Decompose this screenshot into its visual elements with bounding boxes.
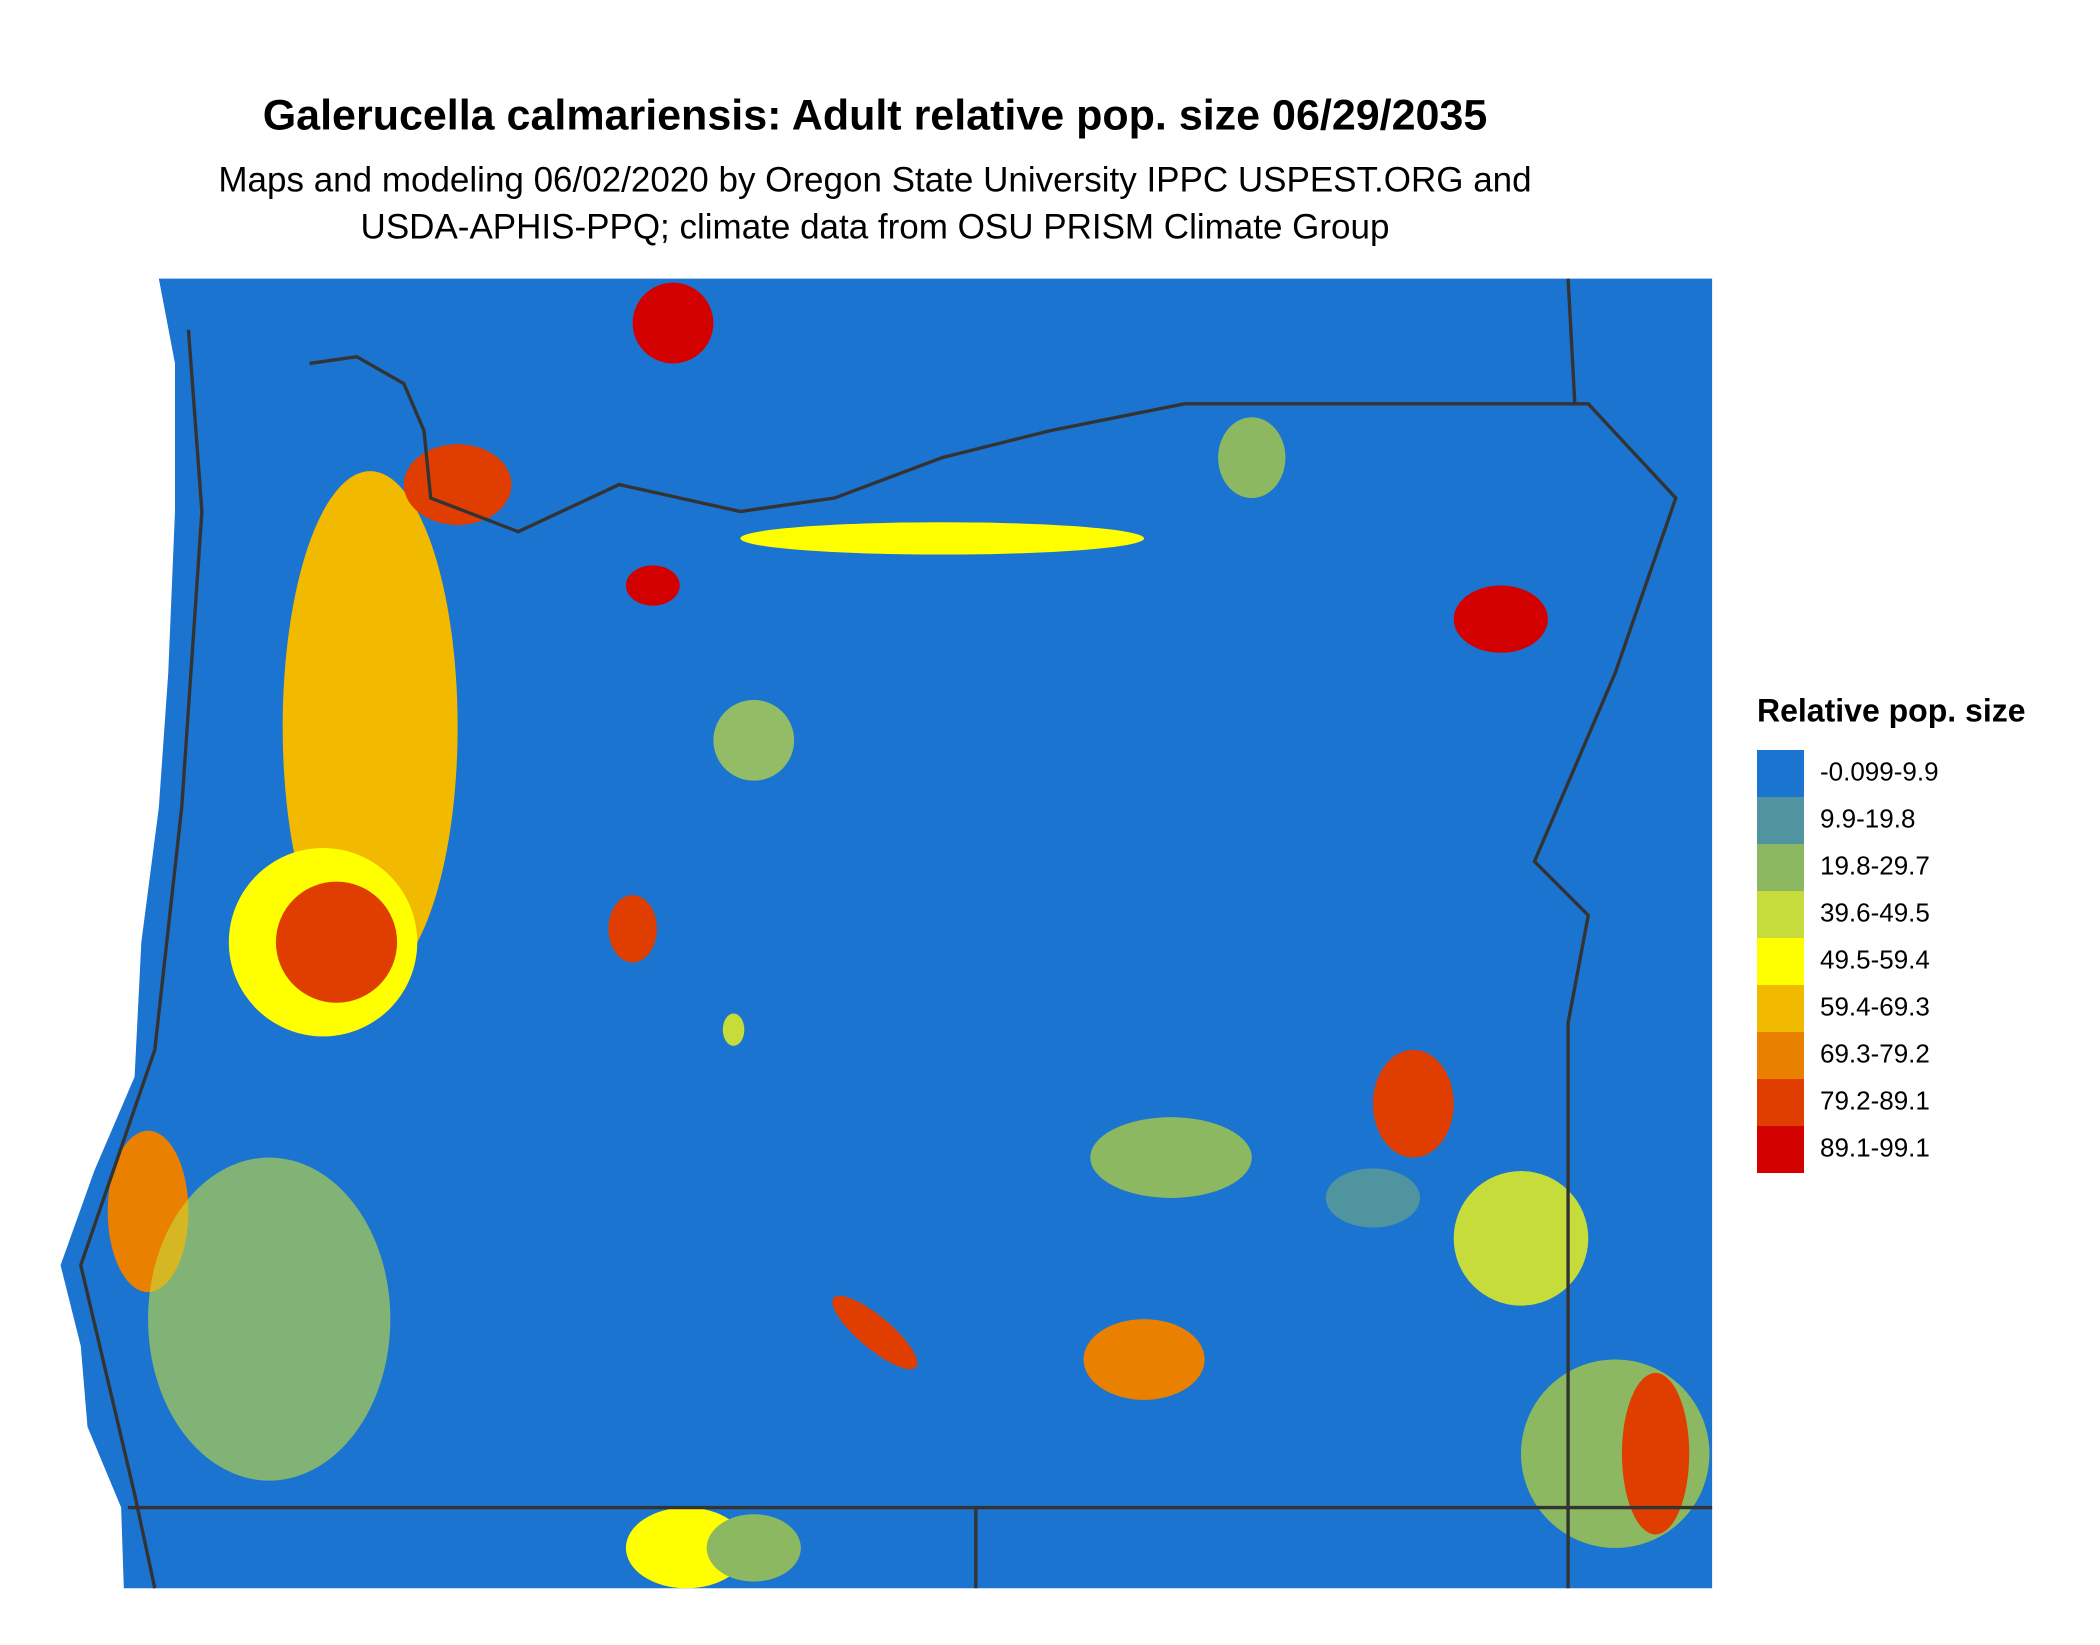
- legend-label: -0.099-9.9: [1820, 756, 1939, 786]
- legend-label: 9.9-19.8: [1820, 803, 1915, 833]
- legend-swatch: [1757, 985, 1804, 1032]
- legend-swatch: [1757, 1032, 1804, 1079]
- legend-swatch: [1757, 750, 1804, 797]
- legend-swatch: [1757, 797, 1804, 844]
- legend-swatch: [1757, 1079, 1804, 1126]
- legend-label: 19.8-29.7: [1820, 850, 1930, 880]
- legend-label: 89.1-99.1: [1820, 1132, 1930, 1162]
- legend-swatch: [1757, 891, 1804, 938]
- legend-swatch: [1757, 938, 1804, 985]
- map-title: Galerucella calmariensis: Adult relative…: [263, 91, 1488, 139]
- legend-label: 59.4-69.3: [1820, 991, 1930, 1021]
- map-subtitle: Maps and modeling 06/02/2020 by Oregon S…: [218, 160, 1531, 199]
- map-subtitle: USDA-APHIS-PPQ; climate data from OSU PR…: [361, 207, 1390, 246]
- raster-base: [60, 278, 1713, 1589]
- legend-swatch: [1757, 1126, 1804, 1173]
- legend-title: Relative pop. size: [1757, 692, 2026, 728]
- legend-label: 79.2-89.1: [1820, 1085, 1930, 1115]
- raster-patches: [107, 282, 1710, 1589]
- legend-label: 49.5-59.4: [1820, 944, 1930, 974]
- boundaries: [79, 278, 1713, 1589]
- legend-swatch: [1757, 844, 1804, 891]
- legend: -0.099-9.9 9.9-19.8 19.8-29.7 39.6-49.5 49.5…: [1757, 750, 1939, 1173]
- legend-label: 39.6-49.5: [1820, 897, 1930, 927]
- legend-label: 69.3-79.2: [1820, 1038, 1930, 1068]
- map: [60, 278, 1713, 1589]
